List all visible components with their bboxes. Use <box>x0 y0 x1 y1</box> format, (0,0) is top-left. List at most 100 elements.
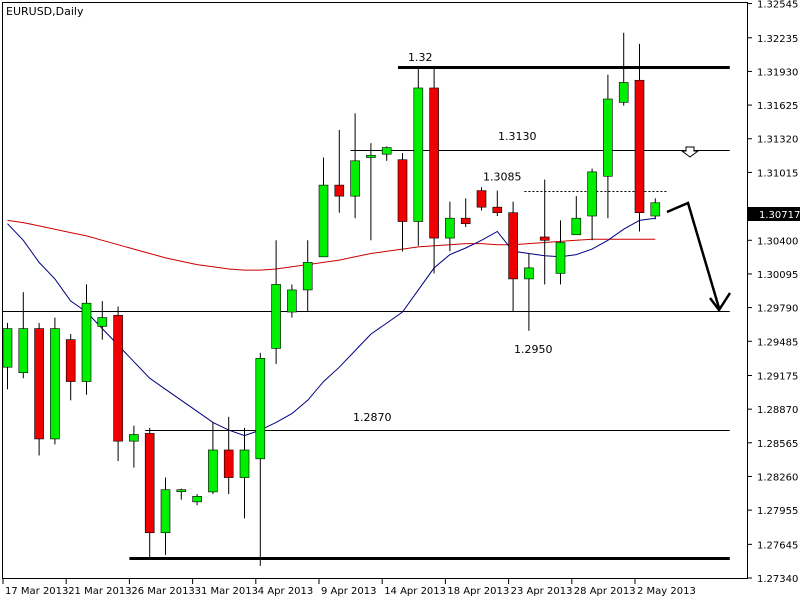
candle <box>492 190 503 217</box>
candle <box>350 113 360 219</box>
bullish-candle-body <box>318 184 329 258</box>
price-level-label: 1.3085 <box>483 171 522 184</box>
candle <box>539 179 550 285</box>
bullish-candle-body <box>208 449 218 493</box>
time-tick-label: 21 Mar 2013 <box>68 586 131 597</box>
bullish-candle-body <box>555 242 566 274</box>
candle <box>50 317 60 445</box>
bullish-candle-body <box>350 160 360 197</box>
bullish-candle-body <box>571 217 582 236</box>
projection-arrowhead <box>709 292 732 313</box>
candle <box>460 198 471 228</box>
bullish-candle-body <box>302 262 313 291</box>
price-tick-label: 1.27955 <box>757 506 798 517</box>
price-tick-label: 1.28870 <box>757 405 798 416</box>
bearish-candle-body <box>476 190 487 208</box>
bullish-candle-body <box>381 147 392 155</box>
bullish-candle-body <box>81 302 92 382</box>
bullish-candle-body <box>603 98 613 177</box>
bearish-candle-body <box>334 184 345 197</box>
price-level-label: 1.2870 <box>353 411 392 424</box>
candle <box>413 67 424 246</box>
time-tick-label: 31 Mar 2013 <box>195 586 258 597</box>
candle <box>223 416 234 495</box>
bearish-candle-body <box>65 339 76 382</box>
price-level-label: 1.3130 <box>498 130 537 143</box>
plot-frame <box>2 2 748 579</box>
bearish-candle-body <box>508 212 518 280</box>
time-axis: 17 Mar 2013 21 Mar 2013 26 Mar 2013 31 Mar … <box>2 578 696 597</box>
bullish-candle-body <box>255 358 266 460</box>
candle <box>555 220 566 285</box>
candle <box>302 240 313 313</box>
candle <box>634 43 645 232</box>
candle <box>429 67 439 274</box>
candle <box>366 143 376 241</box>
candle <box>113 306 123 462</box>
candle <box>571 196 582 236</box>
price-tick-label: 1.27340 <box>757 574 798 585</box>
candle <box>144 427 155 559</box>
price-tick-label: 1.32235 <box>757 34 798 45</box>
chart-title: EURUSD,Daily <box>6 5 84 18</box>
time-tick-label: 23 Apr 2013 <box>511 586 573 597</box>
candle <box>650 198 661 220</box>
price-tick-label: 1.31320 <box>757 135 798 146</box>
candles <box>2 32 661 566</box>
time-tick-label: 2 May 2013 <box>637 586 696 597</box>
bullish-candle-body <box>97 317 108 327</box>
candle <box>129 425 139 468</box>
bullish-candle-body <box>618 82 629 103</box>
time-tick-label: 17 Mar 2013 <box>5 586 68 597</box>
bullish-candle-body <box>650 202 661 217</box>
candle <box>603 74 613 219</box>
time-tick-label: 4 Apr 2013 <box>258 586 313 597</box>
bearish-candle-body <box>634 79 645 213</box>
bullish-candle-body <box>271 284 281 349</box>
time-tick-label: 18 Apr 2013 <box>447 586 509 597</box>
candle <box>34 323 44 456</box>
candle <box>508 201 518 313</box>
candle <box>208 422 218 495</box>
bearish-candle-body <box>492 206 503 213</box>
price-tick-label: 1.29790 <box>757 304 798 315</box>
bullish-candle-body <box>176 489 187 493</box>
price-tick-label: 1.28260 <box>757 472 798 483</box>
candle <box>334 129 345 213</box>
bullish-candle-body <box>239 449 250 478</box>
bullish-candle-body <box>524 267 534 280</box>
bullish-candle-body <box>287 289 297 313</box>
bearish-candle-body <box>460 217 471 225</box>
candle <box>97 300 108 340</box>
price-level-label: 1.32 <box>408 51 433 64</box>
price-tick-label: 1.31015 <box>757 168 798 179</box>
candle <box>318 157 329 258</box>
candle <box>287 284 297 318</box>
candle <box>176 488 187 500</box>
bullish-candle-body <box>129 434 139 442</box>
price-tick-label: 1.30400 <box>757 236 798 247</box>
price-level-label: 1.2950 <box>514 343 553 356</box>
bearish-candle-body <box>397 159 408 222</box>
candle <box>397 153 408 252</box>
down-arrow-outline-icon <box>680 146 700 158</box>
time-tick-label: 26 Mar 2013 <box>131 586 194 597</box>
price-tick-label: 1.28565 <box>757 439 798 450</box>
candle <box>255 352 266 566</box>
price-tick-label: 1.32545 <box>757 0 798 11</box>
bullish-candle-body <box>413 87 424 222</box>
time-tick-label: 28 Apr 2013 <box>574 586 636 597</box>
bearish-candle-body <box>113 315 123 442</box>
support-resistance-lines: 1.32 1.3130 1.3085 1.2950 1.2870 <box>3 51 730 560</box>
candle <box>18 292 29 379</box>
projection-arrow-line <box>666 201 721 309</box>
candle <box>524 253 534 331</box>
price-axis: 1.32545 1.32235 1.31930 1.31625 1.31320 1.310… <box>748 0 798 585</box>
bullish-candle-body <box>445 217 455 239</box>
candle <box>476 187 487 211</box>
bullish-candle-body <box>366 155 376 158</box>
candle <box>587 168 597 241</box>
bullish-candle-body <box>160 489 171 534</box>
current-price-label: 1.30717 <box>759 210 800 221</box>
